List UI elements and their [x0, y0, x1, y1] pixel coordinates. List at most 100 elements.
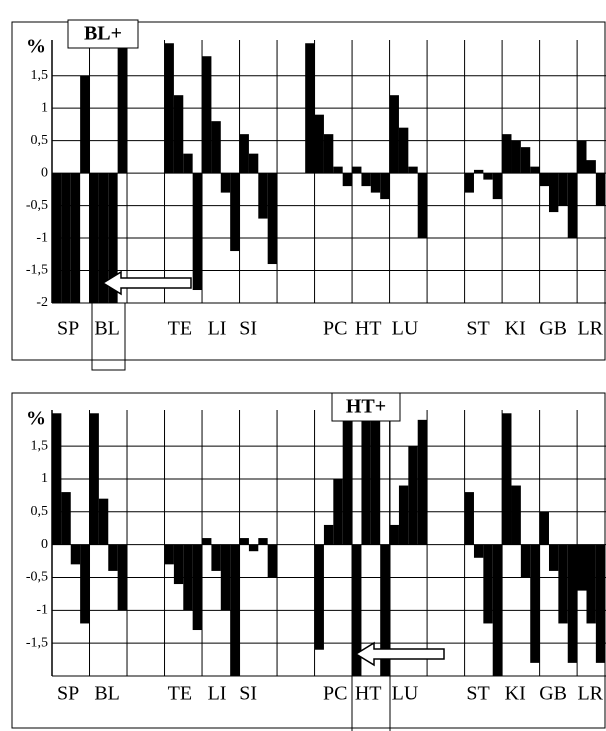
- bar: [408, 166, 418, 174]
- x-tick-label: KI: [505, 683, 526, 705]
- y-tick-label: 0,5: [31, 133, 49, 148]
- bar: [473, 544, 484, 558]
- bar: [483, 544, 493, 624]
- x-tick-label: BL: [94, 683, 120, 705]
- annotation: HT+: [346, 396, 386, 418]
- bar: [230, 173, 240, 252]
- bar: [539, 511, 549, 545]
- bar: [323, 134, 334, 174]
- bar: [52, 413, 62, 545]
- bar: [202, 538, 212, 545]
- bar: [258, 173, 268, 219]
- bar: [70, 544, 81, 565]
- bar: [211, 544, 221, 571]
- x-tick-label: SI: [239, 318, 257, 340]
- x-tick-label: SP: [57, 318, 79, 340]
- bar: [164, 544, 174, 565]
- y-axis-label: %: [26, 36, 46, 58]
- bar: [61, 492, 71, 545]
- bar: [305, 43, 315, 174]
- bar: [352, 166, 362, 174]
- panel-frame: [11, 392, 606, 729]
- x-tick-label: GB: [539, 683, 567, 705]
- bar: [333, 166, 343, 174]
- bar: [98, 173, 109, 303]
- x-tick-label: SI: [239, 683, 257, 705]
- bar: [502, 413, 512, 545]
- bar: [511, 140, 521, 174]
- y-tick-label: -0,5: [26, 198, 48, 213]
- bar: [220, 173, 231, 193]
- bar: [192, 173, 203, 291]
- bar: [361, 173, 371, 187]
- x-tick-label: TE: [168, 683, 192, 705]
- x-tick-label: HT: [355, 683, 382, 705]
- bar: [89, 173, 99, 303]
- bar: [220, 544, 231, 611]
- x-tick-label: LR: [577, 318, 603, 340]
- bar: [398, 485, 409, 545]
- bar: [230, 544, 240, 676]
- bar: [539, 173, 549, 187]
- bar: [483, 173, 493, 180]
- bar: [520, 147, 531, 174]
- x-tick-label: ST: [466, 318, 489, 340]
- x-tick-label: LR: [577, 683, 603, 705]
- bar: [117, 43, 128, 174]
- bar: [80, 544, 90, 624]
- bar: [342, 173, 353, 187]
- bar: [389, 524, 399, 545]
- arrow: [101, 270, 192, 296]
- x-tick-label: TE: [168, 318, 192, 340]
- bar: [520, 544, 531, 578]
- bar: [586, 544, 596, 624]
- bar: [380, 544, 390, 676]
- bar: [417, 173, 428, 239]
- bar: [164, 43, 174, 174]
- bar: [548, 173, 559, 213]
- bar: [417, 419, 428, 545]
- x-tick-label: LI: [208, 318, 227, 340]
- bar: [314, 114, 324, 174]
- x-tick-label: LU: [392, 683, 419, 705]
- bar: [464, 173, 474, 193]
- y-tick-label: -2: [36, 295, 48, 310]
- bar: [80, 75, 90, 174]
- bar: [530, 544, 540, 663]
- bar: [183, 153, 193, 174]
- x-tick-label: LI: [208, 683, 227, 705]
- bar: [202, 56, 212, 174]
- bar: [577, 140, 587, 174]
- bar: [492, 544, 503, 676]
- bar: [323, 524, 334, 545]
- y-tick-label: 1,5: [31, 68, 49, 83]
- y-tick-label: 0: [41, 537, 48, 552]
- bar: [248, 153, 259, 174]
- bar: [380, 173, 390, 200]
- bar: [267, 544, 278, 578]
- bar: [352, 544, 362, 676]
- bar: [342, 413, 353, 545]
- arrow: [354, 641, 445, 667]
- y-tick-label: -0,5: [26, 570, 48, 585]
- y-axis-label: %: [26, 408, 46, 430]
- x-tick-label: HT: [355, 318, 382, 340]
- y-tick-label: -1,5: [26, 263, 48, 278]
- bar: [389, 95, 399, 174]
- bar: [408, 446, 418, 545]
- bar: [567, 544, 578, 663]
- bar: [530, 166, 540, 174]
- bar: [173, 544, 184, 585]
- bar: [108, 173, 118, 303]
- x-tick-label: BL: [94, 318, 120, 340]
- bar: [473, 169, 484, 174]
- bar: [398, 127, 409, 174]
- bar: [61, 173, 71, 303]
- bar: [117, 544, 128, 611]
- bar: [173, 95, 184, 174]
- bar: [108, 544, 118, 571]
- x-tick-label: LU: [392, 318, 419, 340]
- bar: [267, 173, 278, 265]
- y-tick-label: -1,5: [26, 635, 48, 650]
